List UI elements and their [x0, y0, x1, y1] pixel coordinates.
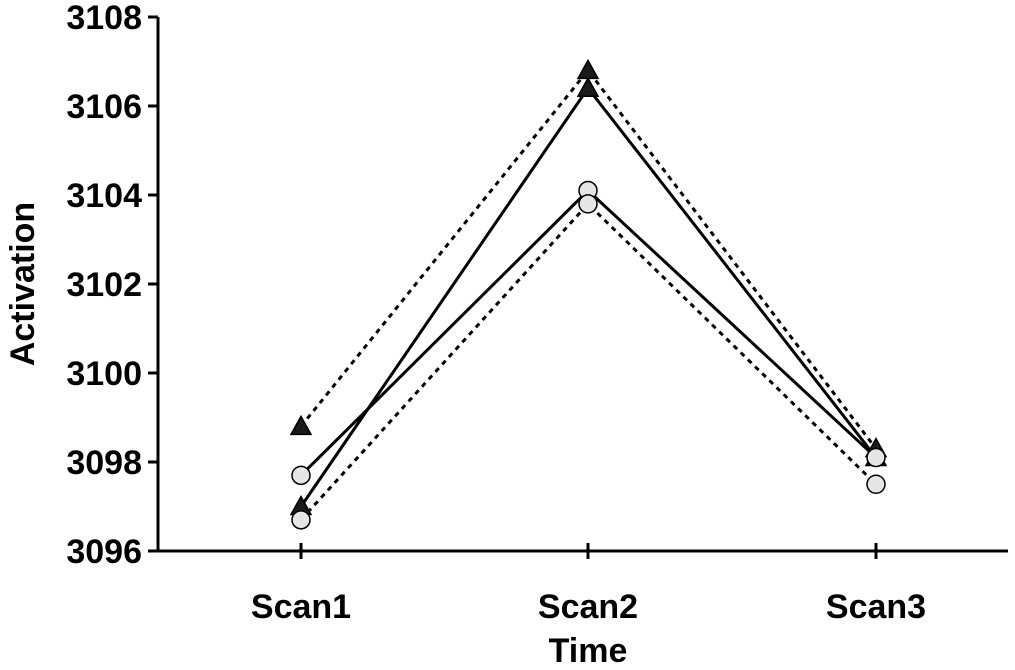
series-3-point-2	[866, 474, 886, 494]
series-1-point-1	[576, 58, 600, 80]
series-0-point-1	[576, 76, 600, 97]
series-1-line	[299, 67, 878, 450]
marker-layer	[289, 58, 888, 530]
series-3-point-1	[578, 194, 598, 214]
y-axis-title: Activation	[4, 202, 42, 366]
axes-layer	[148, 15, 1008, 559]
x-tick-label-0: Scan1	[251, 588, 351, 626]
x-tick-label-1: Scan2	[538, 588, 638, 626]
series-2-point-0	[291, 465, 311, 486]
y-tick-label-5: 3106	[66, 88, 142, 126]
y-tick-label-4: 3104	[66, 177, 142, 215]
series-2-point-2	[866, 447, 886, 468]
series-layer	[299, 67, 878, 521]
series-3-point-0	[291, 510, 311, 530]
y-tick-label-3: 3102	[66, 266, 142, 304]
x-axis-title: Time	[549, 632, 628, 670]
series-1-point-0	[289, 414, 313, 436]
series-0-line	[299, 85, 878, 508]
x-tick-label-2: Scan3	[826, 588, 926, 626]
y-tick-label-2: 3100	[66, 355, 142, 393]
series-3-line	[299, 201, 878, 521]
series-2-line	[299, 188, 878, 477]
label-layer: 3096 3098 3100 3102 3104 3106 3108 Scan1 Scan2 Sc…	[66, 0, 926, 626]
y-tick-label-1: 3098	[66, 444, 142, 482]
y-tick-label-6: 3108	[66, 0, 142, 37]
y-tick-label-0: 3096	[66, 533, 142, 571]
